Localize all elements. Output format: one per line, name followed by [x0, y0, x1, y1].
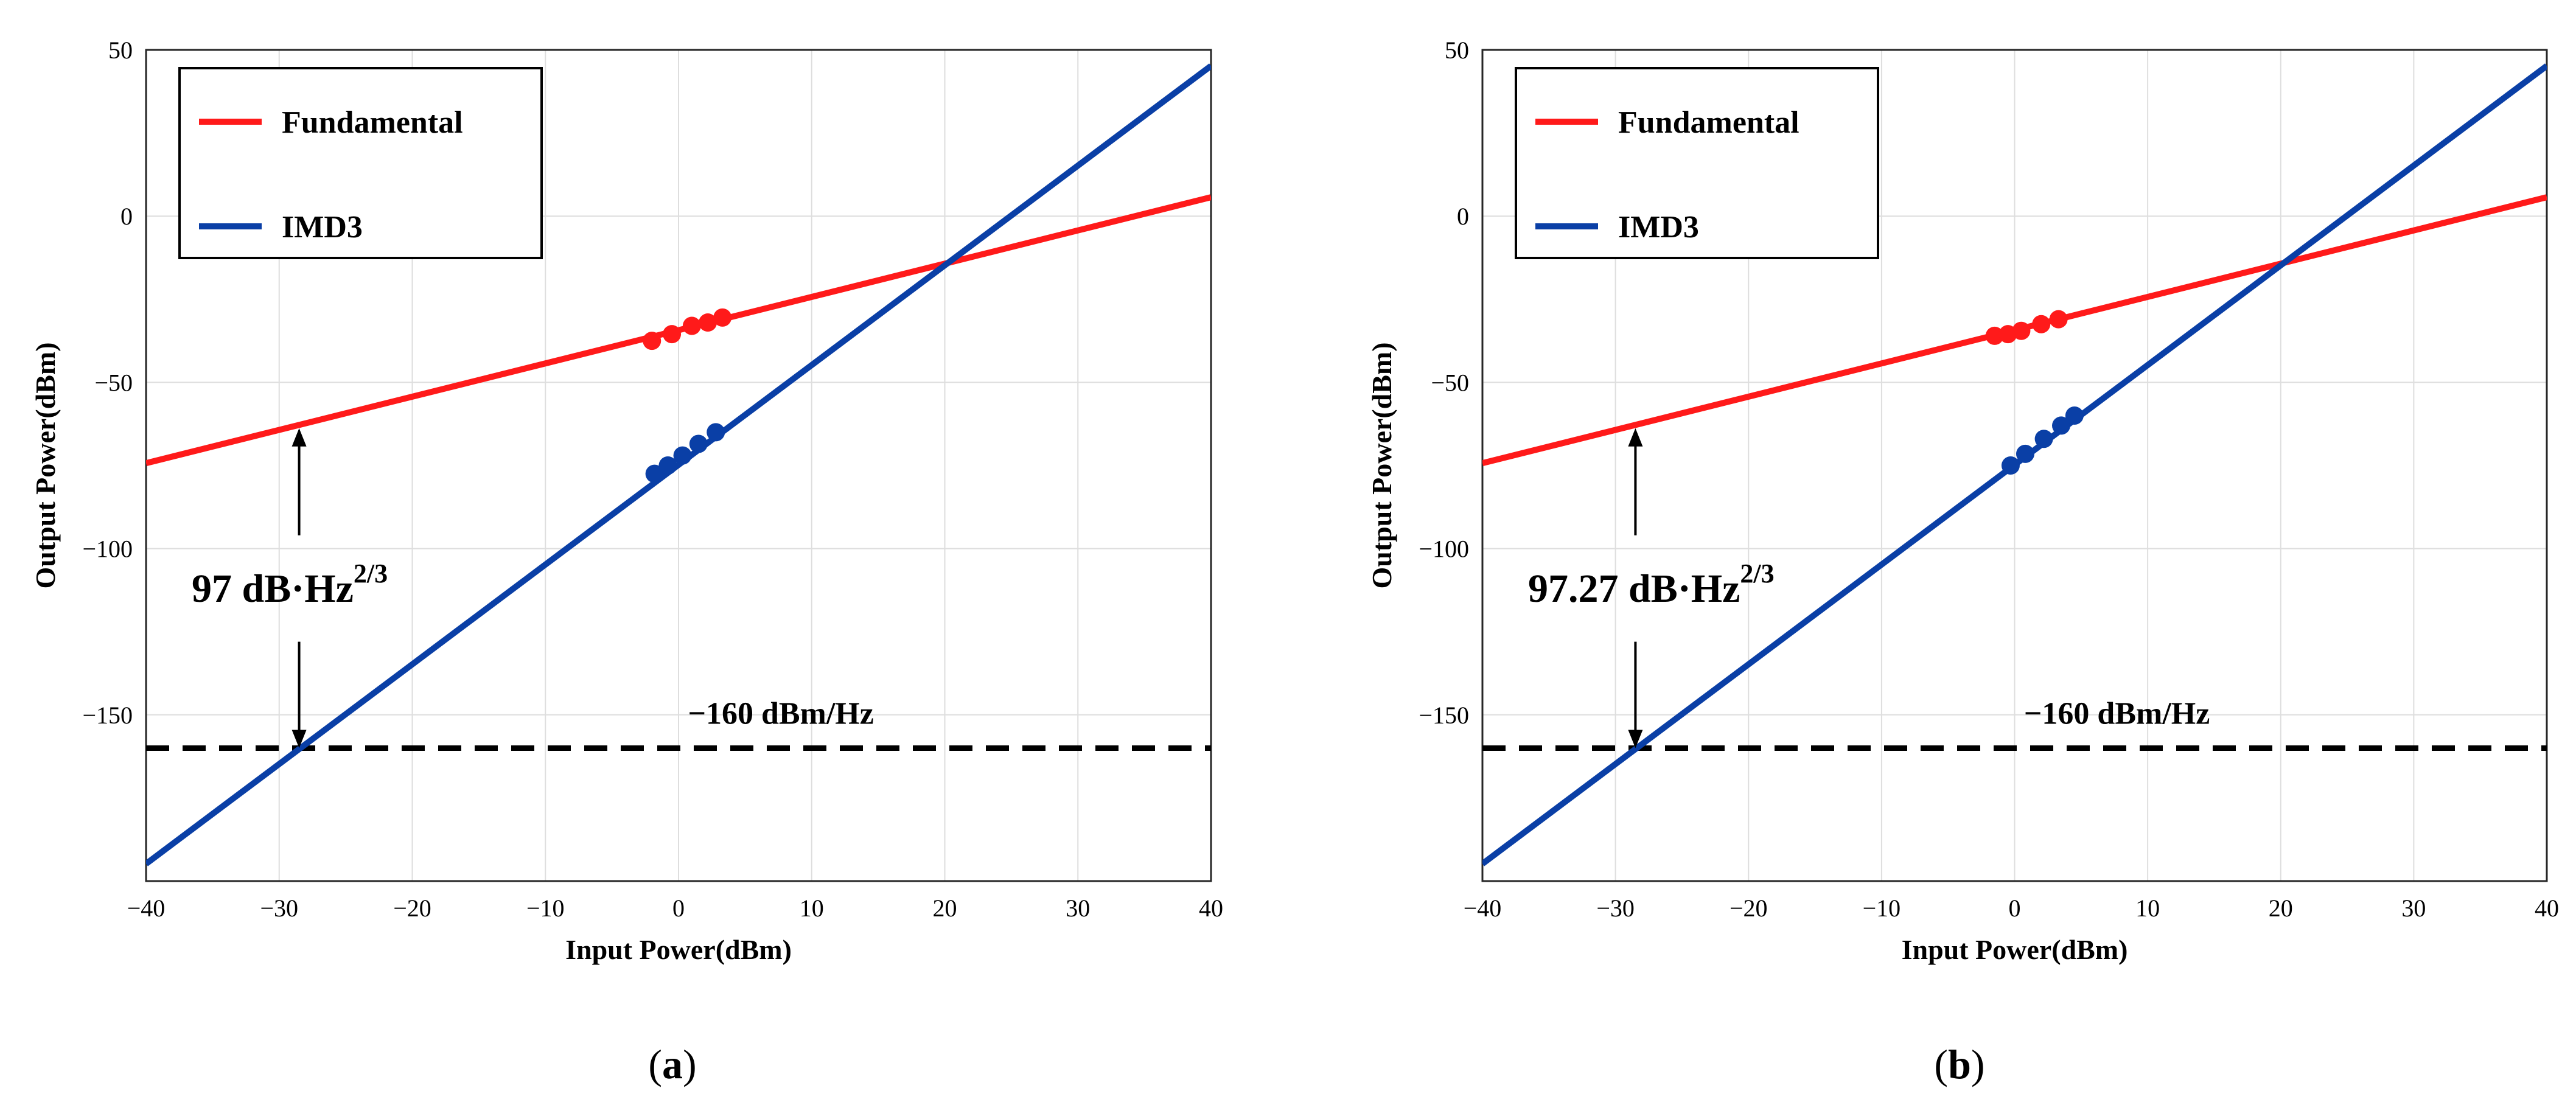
annotation-superscript: 2/3 [1740, 559, 1774, 588]
panel-label-open: ( [1934, 1041, 1948, 1087]
data-point-imd3-measured [2016, 444, 2034, 463]
x-tick-label: −20 [393, 894, 431, 922]
x-tick-label: 10 [2135, 894, 2160, 922]
data-point-fundamental-measured [699, 313, 717, 332]
data-point-fundamental-measured [713, 308, 732, 327]
y-tick-label: 0 [120, 203, 133, 230]
y-axis-label: Output Power(dBm) [30, 342, 61, 588]
panel-label-open: ( [648, 1041, 662, 1087]
x-tick-label: 20 [933, 894, 957, 922]
x-tick-label: −20 [1730, 894, 1768, 922]
legend-entry-imd3: IMD3 [1618, 210, 1699, 245]
data-point-imd3-measured [2052, 416, 2071, 435]
panel-label: (a) [648, 1041, 696, 1087]
data-point-imd3-measured [645, 464, 664, 483]
annotation-label: 97.27 dB·Hz2/3 [1528, 559, 1775, 611]
y-tick-label: −100 [1419, 535, 1469, 563]
panel-label-close: ) [683, 1041, 697, 1087]
x-tick-label: 10 [800, 894, 824, 922]
panel-label: (b) [1934, 1041, 1984, 1087]
x-tick-label: 0 [2009, 894, 2021, 922]
data-point-imd3-measured [689, 434, 708, 453]
x-tick-label: 40 [1199, 894, 1223, 922]
data-point-fundamental-measured [2012, 321, 2031, 340]
x-tick-label: −30 [1596, 894, 1635, 922]
data-point-fundamental-measured [663, 325, 682, 344]
series-line-imd3 [146, 63, 1211, 866]
y-tick-label: 0 [1457, 203, 1469, 230]
data-point-fundamental-measured [2049, 310, 2068, 329]
y-tick-label: −50 [94, 369, 133, 396]
data-point-imd3-measured [2065, 406, 2084, 425]
plot-frame [145, 49, 1212, 882]
data-point-imd3-measured [2001, 456, 2020, 475]
y-tick-label: 50 [1445, 37, 1469, 64]
legend: Fundamental IMD3 [1515, 67, 1879, 259]
x-axis-label: Input Power(dBm) [565, 934, 792, 965]
y-tick-label: −50 [1431, 369, 1469, 396]
chart-panel-b: −40 −30 −20 −10 0 10 20 30 40−150−100−50050Input… [1366, 37, 2559, 1087]
x-tick-label: 20 [2269, 894, 2293, 922]
data-point-fundamental-measured [1985, 326, 2004, 345]
x-tick-label: 0 [672, 894, 685, 922]
legend-entry-imd3: IMD3 [282, 210, 363, 245]
x-tick-label: −10 [1863, 894, 1901, 922]
data-point-fundamental-measured [643, 332, 661, 350]
x-tick-label: −40 [1464, 894, 1502, 922]
annotation-superscript: 2/3 [354, 559, 388, 588]
panel-label-letter: a [662, 1041, 683, 1087]
annotation-arrowhead-up [1628, 428, 1643, 447]
x-tick-label: −40 [127, 894, 166, 922]
data-point-imd3-measured [2034, 430, 2053, 448]
y-axis-label: Output Power(dBm) [1366, 342, 1397, 588]
data-point-fundamental-measured [2032, 315, 2051, 333]
data-point-imd3-measured [707, 423, 725, 442]
legend-entry-fundamental: Fundamental [282, 105, 463, 140]
annotation-arrowhead-down [1628, 730, 1643, 748]
chart-panel-a: −40 −30 −20 −10 0 10 20 30 40−150−100−50050Input… [30, 37, 1223, 1087]
x-axis-label: Input Power(dBm) [1902, 934, 2128, 965]
y-tick-label: −150 [1419, 702, 1469, 729]
annotation-arrowhead-up [291, 428, 307, 447]
data-point-imd3-measured [673, 446, 692, 465]
x-tick-label: 30 [1066, 894, 1090, 922]
panel-label-letter: b [1948, 1041, 1971, 1087]
x-tick-label: 40 [2535, 894, 2559, 922]
panel-label-close: ) [1971, 1041, 1985, 1087]
annotation-arrowhead-down [291, 730, 307, 748]
y-tick-label: 50 [108, 37, 133, 64]
y-tick-label: −150 [82, 702, 133, 729]
legend-entry-fundamental: Fundamental [1618, 105, 1799, 140]
x-tick-label: −10 [526, 894, 565, 922]
legend: Fundamental IMD3 [178, 67, 543, 259]
plot-frame [1481, 49, 2548, 882]
y-tick-label: −100 [82, 535, 133, 563]
data-point-fundamental-measured [682, 316, 701, 335]
x-tick-label: 30 [2401, 894, 2426, 922]
data-point-imd3-measured [658, 456, 677, 475]
noise-floor-label: −160 dBm/Hz [2024, 696, 2210, 731]
noise-floor-label: −160 dBm/Hz [688, 696, 874, 731]
x-tick-label: −30 [260, 894, 298, 922]
